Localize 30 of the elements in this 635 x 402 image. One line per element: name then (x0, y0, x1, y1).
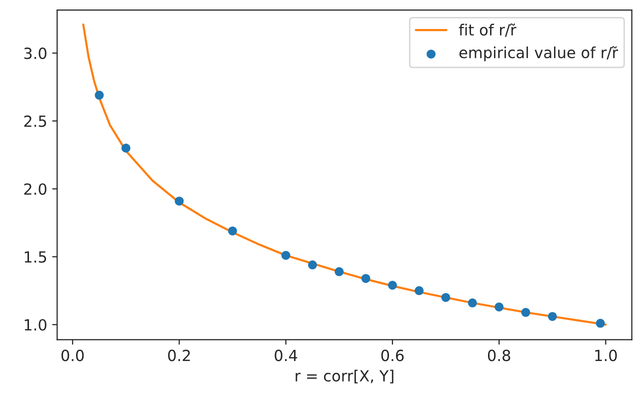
point (94, 90, 104, 100)
point (121, 144, 130, 153)
y-tick-label: 3.0 (24, 48, 46, 60)
x-axis-title: r = corr[X, Y] (296, 370, 394, 384)
point (596, 318, 605, 328)
point (388, 280, 397, 290)
point (521, 308, 530, 317)
point (441, 292, 450, 302)
y-tick-label: 2.0 (24, 183, 46, 195)
point (494, 302, 504, 312)
point (228, 226, 238, 236)
x-tick-label: 0.0 (61, 350, 84, 362)
y-tick-label: 1.5 (24, 251, 46, 263)
x-tick-label: 0.6 (381, 350, 404, 362)
point (281, 250, 290, 260)
legend-label: empirical value of r/r̃ (459, 46, 618, 62)
x-tick-label: 0.4 (274, 350, 298, 362)
point (548, 312, 557, 321)
point (468, 298, 477, 308)
point (334, 267, 344, 276)
point (308, 260, 317, 270)
x-tick-label: 0.8 (488, 350, 510, 362)
x-tick-label: 0.2 (168, 350, 190, 362)
point (414, 286, 424, 296)
y-tick-label: 1.0 (24, 319, 46, 331)
x-tick-label: 1.0 (595, 350, 617, 362)
y-tick-label: 2.5 (24, 115, 46, 127)
point (361, 274, 370, 283)
point (174, 196, 184, 206)
legend-label: fit of r/r̃ (458, 24, 516, 37)
